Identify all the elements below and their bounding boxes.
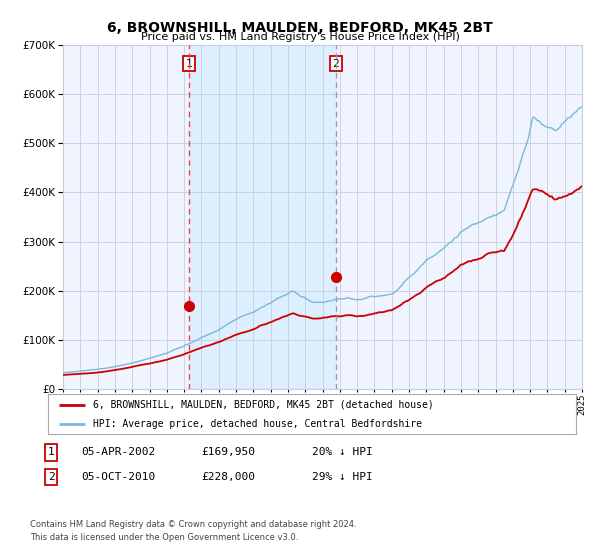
- Text: 2: 2: [47, 472, 55, 482]
- Text: 1: 1: [47, 447, 55, 458]
- Text: 29% ↓ HPI: 29% ↓ HPI: [312, 472, 373, 482]
- Text: 6, BROWNSHILL, MAULDEN, BEDFORD, MK45 2BT: 6, BROWNSHILL, MAULDEN, BEDFORD, MK45 2B…: [107, 21, 493, 35]
- Text: 05-OCT-2010: 05-OCT-2010: [81, 472, 155, 482]
- Text: HPI: Average price, detached house, Central Bedfordshire: HPI: Average price, detached house, Cent…: [93, 418, 422, 428]
- Text: 1: 1: [185, 59, 192, 68]
- Text: £169,950: £169,950: [201, 447, 255, 458]
- Text: 2: 2: [332, 59, 339, 68]
- Text: £228,000: £228,000: [201, 472, 255, 482]
- Text: 6, BROWNSHILL, MAULDEN, BEDFORD, MK45 2BT (detached house): 6, BROWNSHILL, MAULDEN, BEDFORD, MK45 2B…: [93, 400, 434, 410]
- Text: 05-APR-2002: 05-APR-2002: [81, 447, 155, 458]
- Text: This data is licensed under the Open Government Licence v3.0.: This data is licensed under the Open Gov…: [30, 533, 298, 542]
- Bar: [189, 45, 336, 389]
- Text: Price paid vs. HM Land Registry's House Price Index (HPI): Price paid vs. HM Land Registry's House …: [140, 32, 460, 43]
- Text: 20% ↓ HPI: 20% ↓ HPI: [312, 447, 373, 458]
- Text: Contains HM Land Registry data © Crown copyright and database right 2024.: Contains HM Land Registry data © Crown c…: [30, 520, 356, 529]
